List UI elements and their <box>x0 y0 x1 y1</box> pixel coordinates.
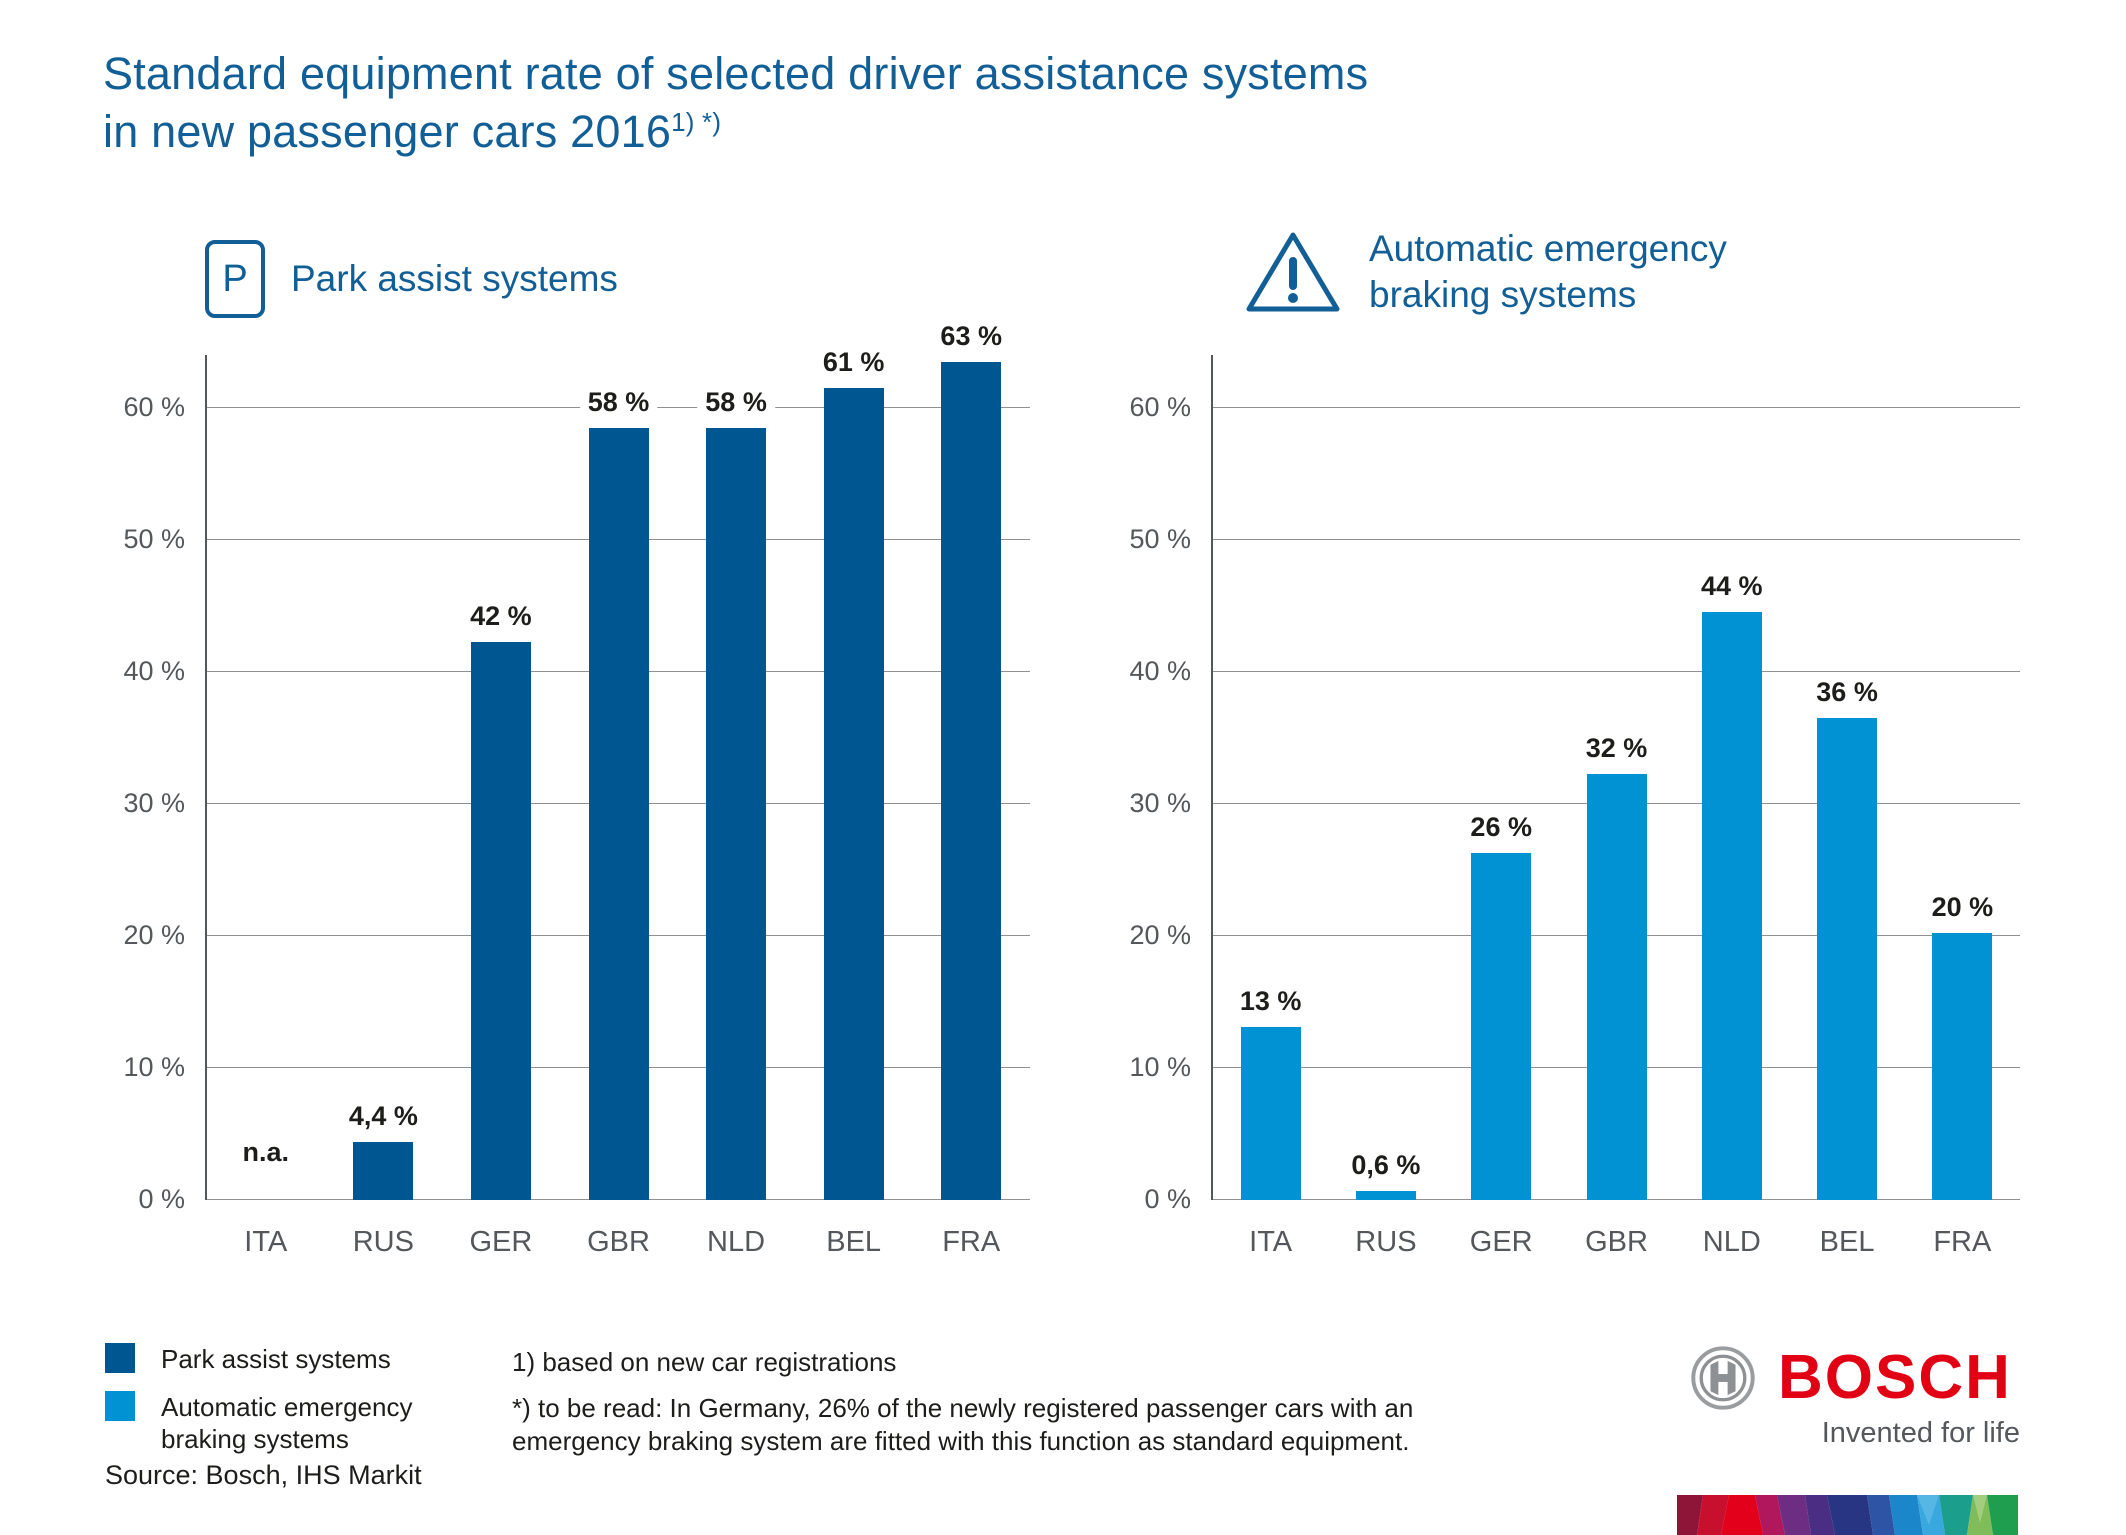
footnote-1: 1) based on new car registrations <box>512 1347 897 1377</box>
y-axis-tick-label: 50 % <box>1129 523 1191 554</box>
y-axis-tick-label: 0 % <box>138 1184 185 1214</box>
value-label-ita: 13 % <box>1231 986 1310 1018</box>
value-label-ita: n.a. <box>234 1137 298 1168</box>
y-axis-tick-label: 30 % <box>1129 787 1191 818</box>
source-note: Source: Bosch, IHS Markit <box>105 1460 422 1490</box>
warning-icon <box>1243 228 1343 316</box>
gridline <box>1213 538 2020 540</box>
bosch-tagline: Invented for life <box>1821 1417 2020 1449</box>
category-label-nld: NLD <box>707 1226 766 1258</box>
title-line-2: in new passenger cars 2016 <box>103 106 672 157</box>
bar-bel <box>1817 718 1878 1200</box>
category-label-fra: FRA <box>1933 1226 1992 1258</box>
y-axis-tick-label: 30 % <box>123 787 185 818</box>
category-label-ita: ITA <box>244 1226 288 1258</box>
gridline <box>1213 406 2020 408</box>
value-label-fra: 63 % <box>932 320 1010 352</box>
park-assist-chart: 0 % 10 % 20 % 30 % 40 % 50 % 60 % n.a. ITA 4,4 % R… <box>123 320 1030 1258</box>
value-label-gbr: 32 % <box>1577 732 1656 764</box>
bar-rus <box>1355 1190 1416 1200</box>
legend-item-emergency-braking: Automatic emergency braking systems <box>105 1391 412 1455</box>
title-footnote-markers: 1) *) <box>671 107 722 137</box>
bar-fra <box>941 361 1002 1200</box>
category-label-gbr: GBR <box>1585 1226 1648 1258</box>
park-assist-swatch <box>105 1343 135 1373</box>
bar-ger <box>470 641 531 1200</box>
y-axis-line <box>1211 355 1213 1200</box>
category-label-gbr: GBR <box>587 1226 650 1258</box>
value-label-fra: 20 % <box>1923 892 2002 924</box>
value-label-rus: 4,4 % <box>340 1100 426 1132</box>
bar-gbr <box>588 427 649 1200</box>
y-axis-tick-label: 40 % <box>123 655 185 686</box>
category-label-ger: GER <box>1469 1226 1533 1258</box>
legend: Park assist systems Automatic emergency … <box>105 1343 412 1455</box>
category-label-rus: RUS <box>352 1226 414 1258</box>
park-assist-header-label: Park assist systems <box>291 258 618 299</box>
footnote-2: *) to be read: In Germany, 26% of the ne… <box>512 1393 1414 1456</box>
value-label-ger: 26 % <box>1462 811 1540 843</box>
category-label-ger: GER <box>469 1226 533 1258</box>
legend-label-emergency-braking: Automatic emergency braking systems <box>161 1392 413 1454</box>
bosch-branding: BOSCH Invented for life <box>1690 1345 2020 1450</box>
value-label-bel: 61 % <box>814 347 893 379</box>
y-axis-tick-label: 10 % <box>123 1051 185 1082</box>
value-label-rus: 0,6 % <box>1343 1149 1429 1181</box>
value-label-nld: 44 % <box>1693 571 1771 603</box>
bar-gbr <box>1586 773 1647 1200</box>
park-assist-header: P Park assist systems <box>205 240 618 318</box>
y-axis-tick-label: 20 % <box>123 919 185 950</box>
value-label-nld: 58 % <box>697 386 775 418</box>
y-axis-line <box>205 355 207 1200</box>
bar-ita <box>1240 1027 1301 1200</box>
bar-bel <box>823 388 884 1200</box>
bar-nld <box>1701 612 1762 1200</box>
category-label-ita: ITA <box>1249 1226 1293 1258</box>
gridline <box>1213 670 2020 672</box>
category-label-bel: BEL <box>826 1226 882 1258</box>
emergency-braking-header: Automatic emergency braking systems <box>1243 226 1727 318</box>
y-axis-tick-label: 60 % <box>1129 391 1191 422</box>
page-title: Standard equipment rate of selected driv… <box>103 45 1368 161</box>
category-label-nld: NLD <box>1702 1226 1761 1258</box>
value-label-bel: 36 % <box>1808 677 1886 709</box>
emergency-braking-swatch <box>105 1391 135 1421</box>
bosch-supergraphic-stripe <box>1677 1495 2018 1535</box>
bosch-wordmark: BOSCH <box>1778 1343 2012 1412</box>
parking-icon: P <box>205 240 265 318</box>
y-axis-tick-label: 10 % <box>1129 1051 1191 1082</box>
emergency-braking-header-label: Automatic emergency braking systems <box>1369 228 1727 315</box>
category-label-rus: RUS <box>1355 1226 1417 1258</box>
y-axis-tick-label: 0 % <box>1144 1184 1191 1214</box>
title-line-1: Standard equipment rate of selected driv… <box>103 48 1369 99</box>
bar-fra <box>1932 933 1993 1200</box>
bar-ger <box>1471 852 1532 1200</box>
bar-nld <box>706 427 767 1200</box>
bar-rus <box>353 1141 414 1200</box>
category-label-bel: BEL <box>1819 1226 1875 1258</box>
legend-label-park-assist: Park assist systems <box>161 1344 391 1374</box>
y-axis-tick-label: 20 % <box>1129 919 1191 950</box>
legend-item-park-assist: Park assist systems <box>105 1343 412 1375</box>
bosch-anchor-icon <box>1690 1345 1756 1411</box>
value-label-gbr: 58 % <box>579 386 658 418</box>
category-label-fra: FRA <box>942 1226 1001 1258</box>
value-label-ger: 42 % <box>462 600 540 632</box>
y-axis-tick-label: 60 % <box>123 391 185 422</box>
y-axis-tick-label: 40 % <box>1129 655 1191 686</box>
emergency-braking-chart: 0 % 10 % 20 % 30 % 40 % 50 % 60 % 13 % ITA 0,6 % R… <box>1129 355 2020 1258</box>
y-axis-tick-label: 50 % <box>123 523 185 554</box>
